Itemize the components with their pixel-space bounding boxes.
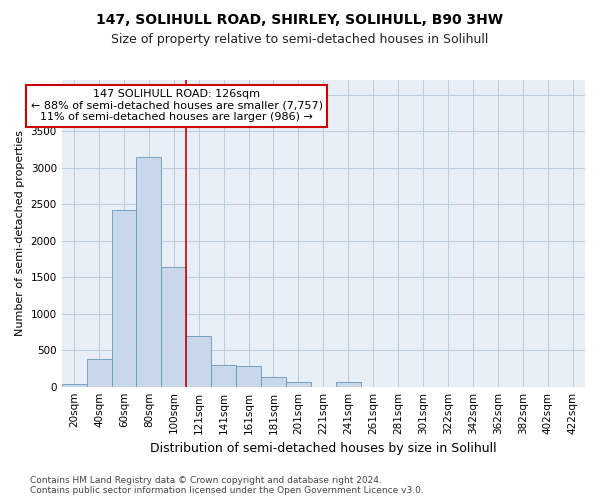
Bar <box>261 377 286 386</box>
Bar <box>86 359 112 386</box>
Bar <box>211 365 236 386</box>
Bar <box>186 336 211 386</box>
Bar <box>136 158 161 386</box>
Bar <box>112 210 136 386</box>
Text: Contains HM Land Registry data © Crown copyright and database right 2024.
Contai: Contains HM Land Registry data © Crown c… <box>30 476 424 495</box>
X-axis label: Distribution of semi-detached houses by size in Solihull: Distribution of semi-detached houses by … <box>150 442 497 455</box>
Y-axis label: Number of semi-detached properties: Number of semi-detached properties <box>15 130 25 336</box>
Bar <box>336 382 361 386</box>
Bar <box>236 366 261 386</box>
Text: 147, SOLIHULL ROAD, SHIRLEY, SOLIHULL, B90 3HW: 147, SOLIHULL ROAD, SHIRLEY, SOLIHULL, B… <box>97 12 503 26</box>
Text: 147 SOLIHULL ROAD: 126sqm
← 88% of semi-detached houses are smaller (7,757)
11% : 147 SOLIHULL ROAD: 126sqm ← 88% of semi-… <box>31 89 323 122</box>
Bar <box>286 382 311 386</box>
Bar <box>161 267 186 386</box>
Bar <box>62 384 86 386</box>
Text: Size of property relative to semi-detached houses in Solihull: Size of property relative to semi-detach… <box>112 32 488 46</box>
